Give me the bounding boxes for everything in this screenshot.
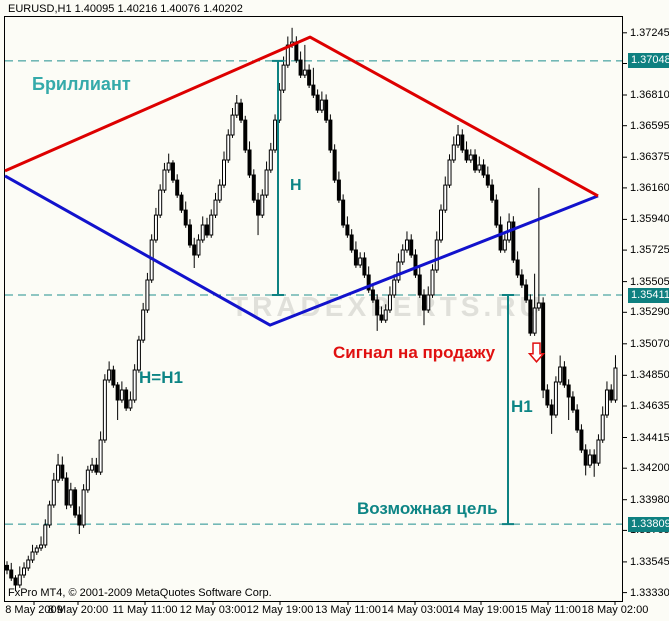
annotation-height-equation[interactable]: H=H1 bbox=[139, 368, 183, 387]
price-tick-label: 1.34200 bbox=[630, 462, 669, 475]
price-tick-label: 1.35290 bbox=[630, 306, 669, 319]
price-tick-label: 1.36595 bbox=[630, 119, 669, 132]
time-tick-label: 8 May 2009 bbox=[5, 604, 63, 616]
price-tick-label: 1.35505 bbox=[630, 275, 669, 288]
dashed-level-lines bbox=[5, 60, 622, 525]
price-tick-label: 1.36810 bbox=[630, 89, 669, 101]
time-tick-label: 14 May 19:00 bbox=[447, 604, 515, 616]
chart-title-quote: EURUSD,H1 1.40095 1.40216 1.40076 1.4020… bbox=[8, 3, 243, 15]
annotation-sell-signal[interactable]: Сигнал на продажу bbox=[333, 343, 496, 362]
price-tick-label: 1.33545 bbox=[630, 555, 669, 568]
annotation-possible-target[interactable]: Возможная цель bbox=[357, 499, 498, 518]
time-tick-label: 12 May 03:00 bbox=[179, 604, 247, 616]
price-tick-label: 1.33330 bbox=[630, 586, 669, 599]
candlestick-series bbox=[5, 27, 618, 592]
diamond-lower-trendlines[interactable] bbox=[4, 174, 599, 327]
axis-ticks bbox=[33, 32, 627, 605]
price-tick-label: 1.37245 bbox=[630, 26, 669, 39]
price-tick-label: 1.34635 bbox=[630, 400, 669, 412]
price-tick-label: 1.36375 bbox=[630, 151, 669, 164]
time-tick-label: 11 May 11:00 bbox=[112, 604, 178, 616]
time-tick-label: 14 May 03:00 bbox=[381, 604, 449, 616]
copyright-text: FxPro MT4, © 2001-2009 MetaQuotes Softwa… bbox=[8, 587, 272, 599]
measure-lines[interactable] bbox=[272, 59, 514, 526]
plot-frame bbox=[4, 16, 623, 602]
annotation-pattern-label[interactable]: Бриллиант bbox=[32, 74, 131, 94]
time-tick-label: 12 May 19:00 bbox=[246, 604, 314, 616]
price-level-badge: 1.33809 bbox=[628, 516, 669, 532]
price-tick-label: 1.33980 bbox=[630, 493, 669, 506]
annotation-height-label[interactable]: H bbox=[290, 177, 302, 194]
time-tick-label: 13 May 11:00 bbox=[315, 604, 381, 616]
time-tick-label: 8 May 20:00 bbox=[47, 604, 109, 616]
annotation-target-height-label[interactable]: H1 bbox=[511, 397, 533, 416]
price-tick-label: 1.34415 bbox=[630, 431, 669, 444]
price-tick-label: 1.35940 bbox=[630, 213, 669, 226]
price-tick-label: 1.35725 bbox=[630, 244, 669, 257]
time-tick-label: 18 May 02:00 bbox=[581, 604, 649, 616]
price-tick-label: 1.36160 bbox=[630, 181, 669, 194]
price-level-badge: 1.37048 bbox=[628, 53, 669, 69]
price-tick-label: 1.34850 bbox=[630, 369, 669, 382]
price-level-badge: 1.35411 bbox=[628, 287, 669, 303]
price-tick-label: 1.35070 bbox=[630, 337, 669, 350]
sell-arrow-icon[interactable] bbox=[527, 342, 546, 363]
time-tick-label: 15 May 11:00 bbox=[515, 604, 581, 616]
diamond-upper-trendlines[interactable] bbox=[4, 35, 599, 198]
